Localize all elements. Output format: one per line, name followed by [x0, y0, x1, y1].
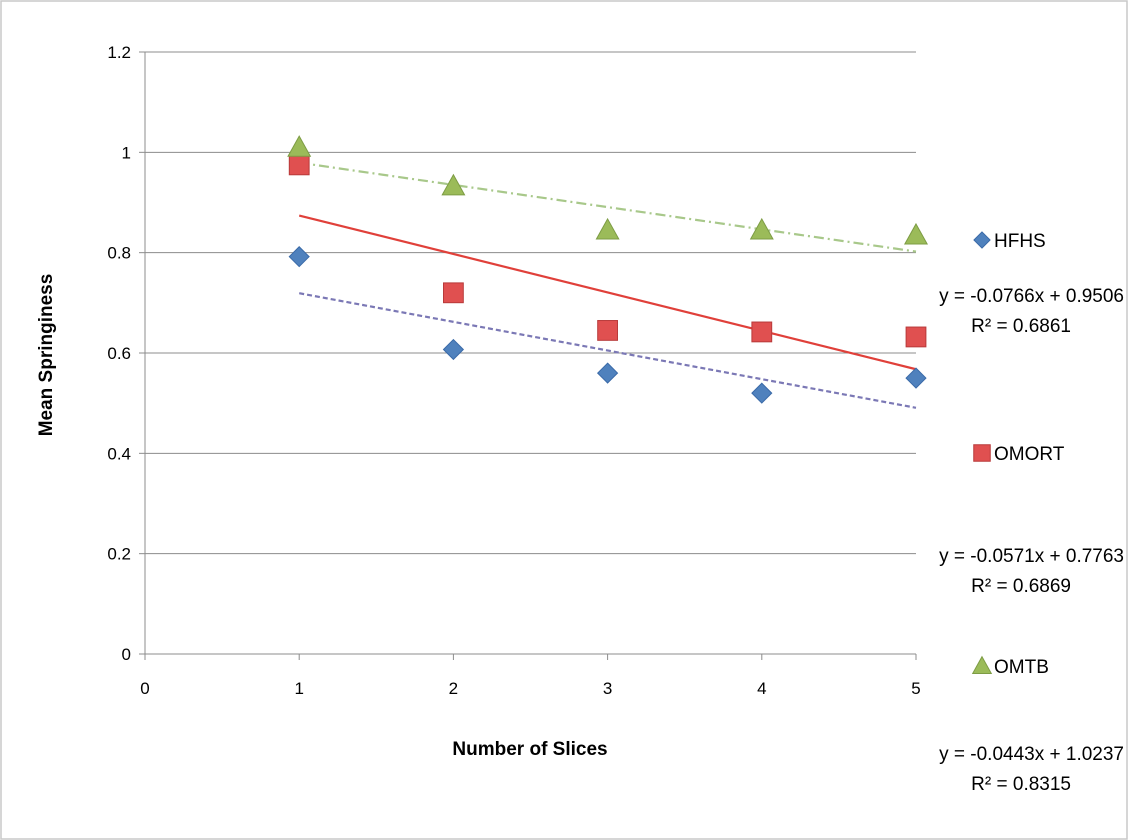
point-omtb — [287, 135, 312, 157]
x-tick-label: 3 — [603, 679, 612, 698]
point-omtb — [441, 173, 466, 196]
trendline-omort — [298, 214, 917, 371]
x-tick-label: 2 — [449, 679, 458, 698]
legend-marker-omtb — [971, 655, 993, 674]
trendlines — [298, 161, 917, 409]
point-hfhs — [751, 382, 773, 404]
point-omtb — [903, 222, 929, 245]
legend-marker-hfhs — [973, 231, 991, 249]
axes — [139, 51, 917, 660]
point-omort — [751, 321, 773, 343]
point-omort — [443, 282, 464, 304]
x-tick-label: 5 — [911, 679, 920, 698]
point-omort — [288, 154, 310, 176]
trendline-equation: y = -0.0766x + 0.9506 — [939, 286, 1124, 307]
x-axis-title: Number of Slices — [452, 739, 607, 760]
point-hfhs — [596, 362, 619, 384]
trendline-hfhs — [298, 292, 917, 409]
data-points — [287, 135, 929, 404]
x-tick-label: 0 — [140, 679, 149, 698]
legend: HFHS y = -0.0766x + 0.9506 R² = 0.6861 OMOR… — [939, 231, 1124, 795]
trendline-r-squared: R² = 0.6869 — [971, 576, 1071, 597]
y-tick-label: 0.2 — [107, 545, 131, 564]
point-omort — [905, 326, 927, 348]
x-tick-label: 1 — [294, 679, 303, 698]
trendline-equation: y = -0.0443x + 1.0237 — [939, 744, 1124, 765]
gridlines — [145, 51, 916, 555]
legend-label-hfhs: HFHS — [994, 231, 1046, 252]
trendline-equation: y = -0.0571x + 0.7763 — [939, 546, 1124, 567]
trendline-r-squared: R² = 0.8315 — [971, 774, 1071, 795]
y-tick-label: 0.4 — [107, 444, 131, 463]
point-omort — [597, 320, 619, 341]
y-tick-label: 1 — [122, 143, 131, 162]
point-hfhs — [288, 246, 310, 268]
y-tick-label: 0.8 — [107, 244, 131, 263]
point-omtb — [749, 217, 774, 240]
point-omtb — [595, 217, 620, 240]
legend-label-omort: OMORT — [994, 444, 1065, 465]
x-tick-label: 4 — [757, 679, 766, 698]
tick-labels: 0 0.2 0.4 0.6 0.8 1 1.2 0 1 2 3 4 5 — [107, 43, 920, 698]
trendline-r-squared: R² = 0.6861 — [971, 316, 1071, 337]
y-tick-label: 1.2 — [107, 43, 131, 62]
point-hfhs — [905, 367, 927, 389]
y-tick-label: 0 — [122, 645, 131, 664]
y-tick-label: 0.6 — [107, 344, 131, 363]
point-hfhs — [442, 338, 465, 361]
legend-marker-omort — [973, 444, 991, 462]
trendline-omtb — [299, 161, 917, 253]
y-axis-title: Mean Springiness — [36, 274, 57, 437]
legend-label-omtb: OMTB — [994, 657, 1049, 678]
